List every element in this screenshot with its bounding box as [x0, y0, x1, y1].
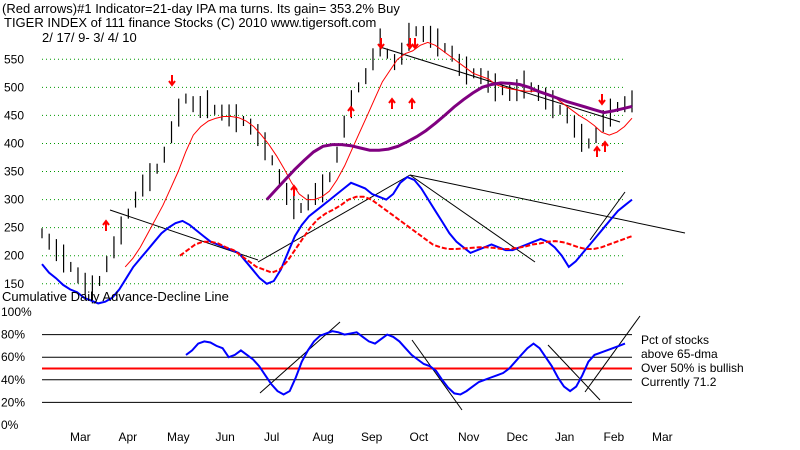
bottom-gridlines	[42, 334, 632, 403]
signal-arrows	[102, 38, 609, 231]
bottom-y-tick-label: 60%	[1, 350, 25, 364]
trendline	[409, 174, 686, 234]
header-line-3: 2/ 17/ 9- 3/ 4/ 10	[42, 30, 137, 45]
arrow-head	[388, 97, 396, 104]
arrow-head	[411, 43, 419, 50]
x-tick-label: Jun	[216, 430, 235, 444]
x-tick-label: Mar	[70, 430, 91, 444]
bottom-y-tick-label: 80%	[1, 328, 25, 342]
top-series-lines	[41, 41, 633, 305]
sell-arrow-down	[377, 38, 385, 50]
bottom-y-tick-label: 100%	[1, 305, 32, 319]
note-currently: Currently 71.2	[641, 375, 717, 389]
top-y-tick-label: 500	[4, 80, 24, 94]
sell-arrow-down	[168, 75, 176, 87]
bottom-trendline	[411, 339, 463, 411]
note-over-50-bullish: Over 50% is bullish	[641, 361, 744, 375]
top-y-tick-label: 400	[4, 136, 24, 150]
x-tick-label: Aug	[313, 430, 334, 444]
ipa-ma-line	[179, 195, 633, 274]
arrow-head	[377, 43, 385, 50]
buy-arrow-up	[102, 219, 110, 231]
top-gridlines	[42, 58, 624, 285]
x-tick-label: Feb	[604, 430, 625, 444]
bottom-trendlines	[259, 315, 641, 411]
bottom-y-tick-label: 40%	[1, 373, 25, 387]
x-axis-labels: Mar Apr May Jun Jul Aug Sep Oct Nov Dec Jan Feb Mar	[70, 430, 673, 444]
sell-arrow-down	[411, 38, 419, 50]
top-y-tick-label: 550	[4, 52, 24, 66]
bottom-y-tick-label: 0%	[1, 418, 19, 432]
top-y-tick-label: 250	[4, 221, 24, 235]
arrow-head	[347, 105, 355, 112]
x-tick-label: Mar	[652, 430, 673, 444]
top-y-tick-label: 450	[4, 108, 24, 122]
note-above-65-dma: above 65-dma	[641, 347, 718, 361]
top-y-tick-label: 200	[4, 249, 24, 263]
bottom-y-axis-labels: 100% 80% 60% 40% 20% 0%	[1, 305, 32, 432]
bottom-series-lines	[185, 330, 626, 396]
arrow-head	[290, 184, 298, 191]
trendline	[257, 174, 411, 263]
trendline	[589, 191, 626, 241]
x-tick-label: Dec	[507, 430, 528, 444]
sell-arrow-down	[406, 38, 414, 50]
top-y-axis-labels: 550 500 450 400 350 300 250 200 150	[4, 52, 24, 290]
ipa-line	[41, 175, 633, 305]
ma-long-line	[265, 81, 633, 201]
x-tick-label: Oct	[410, 430, 429, 444]
x-tick-label: Sep	[361, 430, 383, 444]
arrow-head	[168, 80, 176, 87]
arrow-head	[601, 140, 609, 147]
buy-arrow-up	[601, 140, 609, 152]
top-y-tick-label: 150	[4, 277, 24, 291]
arrow-head	[102, 219, 110, 226]
buy-arrow-up	[593, 145, 601, 157]
arrow-head	[408, 97, 416, 104]
bottom-trendline	[547, 344, 601, 401]
buy-arrow-up	[388, 97, 396, 109]
arrow-head	[593, 145, 601, 152]
pct-above-65dma-line	[185, 330, 626, 396]
top-y-tick-label: 300	[4, 193, 24, 207]
x-tick-label: Jul	[264, 430, 279, 444]
bottom-panel-title: Cumulative Daily Advance-Decline Line	[2, 289, 229, 304]
price-bars	[41, 22, 633, 304]
note-pct-of-stocks: Pct of stocks	[641, 333, 709, 347]
x-tick-label: May	[167, 430, 190, 444]
header-line-2: TIGER INDEX of 111 finance Stocks (C) 20…	[4, 15, 376, 30]
x-tick-label: Jan	[555, 430, 574, 444]
bottom-y-tick-label: 20%	[1, 395, 25, 409]
top-y-tick-label: 350	[4, 165, 24, 179]
header-line-1: (Red arrows)#1 Indicator=21-day IPA ma t…	[2, 1, 400, 16]
x-tick-label: Apr	[119, 430, 138, 444]
buy-arrow-up	[408, 97, 416, 109]
arrow-head	[598, 99, 606, 106]
buy-arrow-up	[347, 105, 355, 117]
x-tick-label: Nov	[458, 430, 479, 444]
bottom-trendline	[584, 315, 641, 393]
sell-arrow-down	[598, 94, 606, 106]
buy-arrow-up	[290, 184, 298, 196]
